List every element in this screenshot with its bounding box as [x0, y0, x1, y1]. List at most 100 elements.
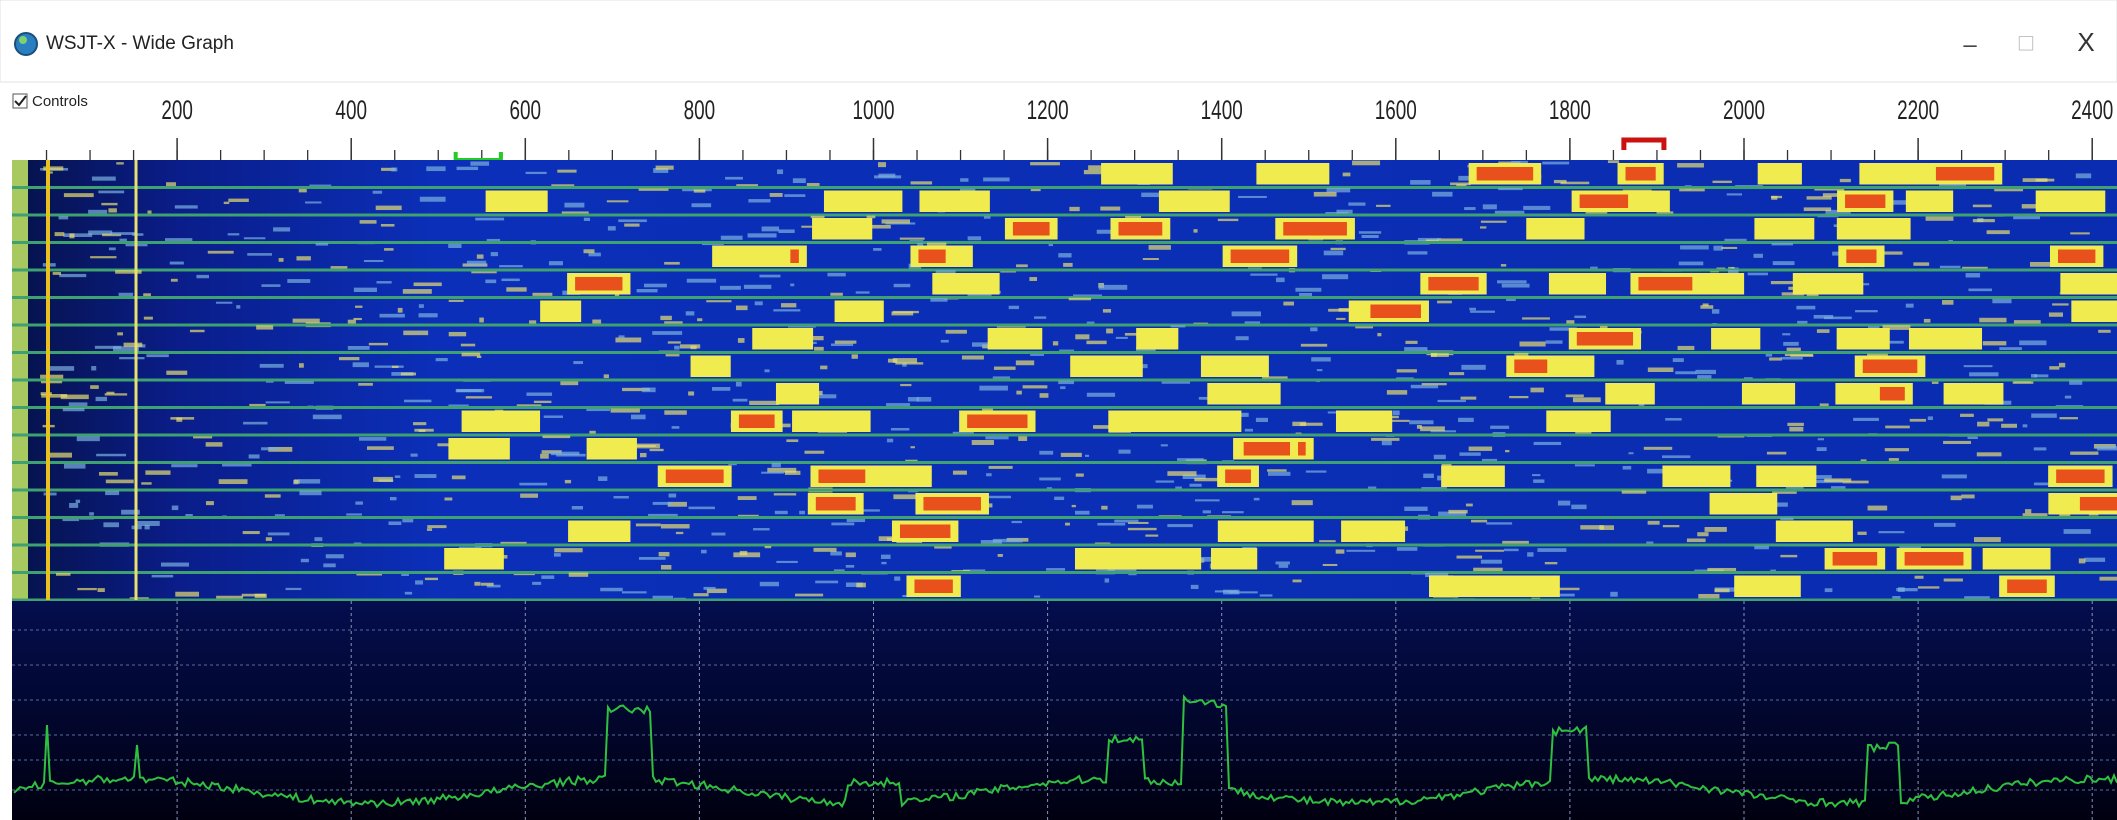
noise-speckle — [777, 169, 783, 174]
signal-block — [1546, 411, 1610, 433]
noise-speckle — [1928, 416, 1933, 420]
noise-speckle — [69, 402, 88, 406]
noise-speckle — [968, 236, 981, 240]
noise-speckle — [355, 306, 362, 308]
noise-speckle — [1397, 547, 1417, 551]
noise-speckle — [1336, 549, 1345, 553]
noise-speckle — [376, 206, 402, 210]
noise-speckle — [772, 463, 781, 467]
noise-speckle — [1918, 586, 1939, 588]
noise-speckle — [375, 366, 404, 368]
noise-speckle — [711, 533, 725, 536]
noise-speckle — [467, 261, 486, 265]
noise-speckle — [1075, 511, 1090, 515]
noise-speckle — [1456, 556, 1482, 559]
noise-speckle — [946, 330, 967, 334]
noise-speckle — [2069, 380, 2082, 384]
noise-speckle — [1317, 369, 1323, 371]
signal-core — [1013, 222, 1050, 236]
noise-speckle — [600, 588, 622, 591]
signal-block — [1983, 548, 2051, 570]
noise-speckle — [878, 162, 886, 167]
title-bar — [0, 0, 2117, 82]
noise-speckle — [668, 341, 681, 343]
noise-speckle — [1167, 524, 1192, 527]
noise-speckle — [1713, 181, 1732, 183]
signal-block — [1710, 493, 1778, 515]
noise-speckle — [664, 410, 686, 414]
noise-speckle — [1687, 538, 1706, 542]
noise-speckle — [891, 428, 909, 431]
minimize-button[interactable]: – — [1963, 31, 1977, 58]
noise-speckle — [1470, 311, 1495, 313]
noise-speckle — [1088, 165, 1103, 170]
noise-speckle — [701, 550, 707, 554]
noise-speckle — [759, 275, 780, 278]
noise-speckle — [415, 580, 423, 584]
page: WSJT-X - Wide Graph – □ X Controls 20040… — [0, 0, 2117, 820]
controls-label[interactable]: Controls — [32, 93, 88, 110]
noise-speckle — [506, 287, 526, 291]
signal-core — [900, 525, 950, 539]
noise-speckle — [893, 494, 916, 499]
signal-block — [1503, 576, 1560, 598]
noise-speckle — [793, 178, 806, 183]
noise-speckle — [2097, 446, 2117, 451]
noise-speckle — [694, 190, 706, 193]
noise-speckle — [894, 284, 911, 287]
noise-speckle — [53, 272, 61, 275]
noise-speckle — [1782, 333, 1790, 335]
noise-speckle — [1276, 561, 1290, 564]
signal-block — [1758, 163, 1802, 185]
noise-speckle — [2065, 396, 2071, 399]
noise-speckle — [1409, 420, 1433, 424]
noise-speckle — [805, 451, 825, 454]
noise-speckle — [452, 476, 466, 480]
noise-speckle — [900, 238, 925, 240]
noise-speckle — [835, 341, 857, 344]
noise-speckle — [1840, 179, 1851, 182]
noise-speckle — [360, 220, 377, 224]
signal-block — [1164, 411, 1242, 433]
close-button[interactable]: X — [2077, 27, 2094, 57]
noise-speckle — [1324, 251, 1343, 256]
noise-speckle — [96, 397, 107, 401]
noise-speckle — [887, 439, 893, 443]
maximize-button[interactable]: □ — [2019, 29, 2034, 56]
noise-speckle — [392, 366, 398, 368]
noise-speckle — [979, 386, 1008, 391]
noise-speckle — [1788, 287, 1793, 290]
noise-speckle — [144, 317, 153, 320]
noise-speckle — [228, 199, 248, 202]
noise-speckle — [419, 304, 424, 308]
noise-speckle — [76, 500, 80, 503]
signal-block — [2071, 301, 2117, 323]
noise-speckle — [748, 233, 777, 237]
noise-speckle — [247, 253, 272, 256]
signal-block — [1336, 411, 1392, 433]
noise-speckle — [404, 400, 431, 403]
controls-checkbox[interactable] — [13, 94, 27, 108]
noise-speckle — [395, 475, 401, 478]
signal-block — [712, 246, 790, 268]
noise-speckle — [64, 193, 94, 197]
noise-speckle — [119, 357, 144, 359]
noise-speckle — [693, 593, 708, 596]
noise-speckle — [1410, 180, 1430, 185]
signal-core — [1577, 332, 1633, 346]
noise-speckle — [1331, 248, 1346, 250]
noise-speckle — [145, 525, 150, 530]
signal-core — [967, 415, 1027, 429]
noise-speckle — [419, 429, 426, 431]
noise-speckle — [2052, 303, 2068, 305]
noise-speckle — [660, 316, 672, 320]
noise-speckle — [1973, 219, 1995, 222]
noise-speckle — [1868, 506, 1888, 511]
noise-speckle — [1974, 537, 2001, 542]
noise-speckle — [1530, 388, 1543, 393]
noise-speckle — [1322, 274, 1348, 279]
noise-speckle — [1481, 560, 1502, 564]
noise-speckle — [770, 193, 783, 197]
noise-speckle — [1404, 347, 1427, 351]
noise-speckle — [63, 408, 85, 411]
